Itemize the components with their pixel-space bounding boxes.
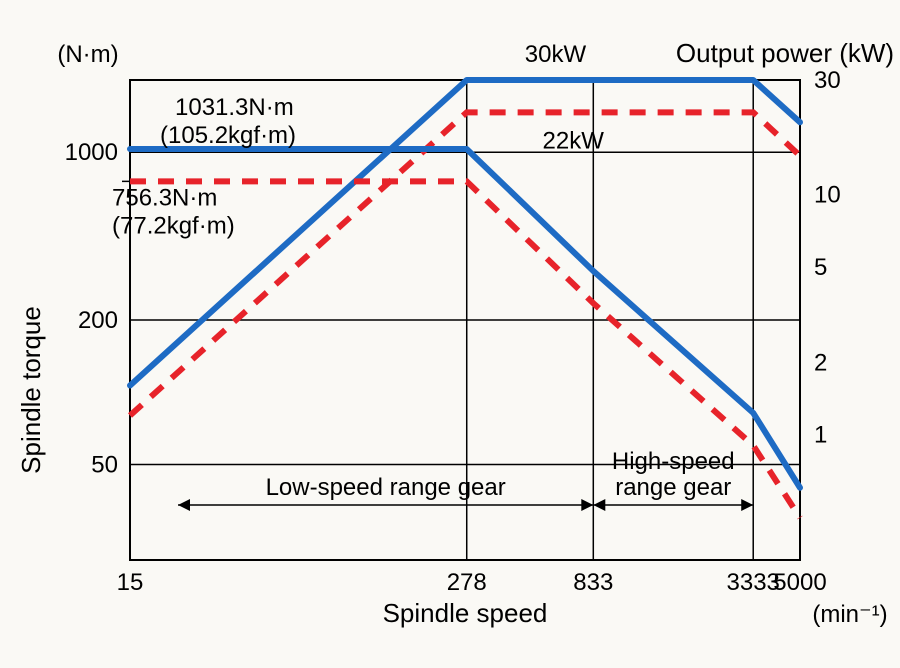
annotation-low-gear: Low-speed range gear — [266, 474, 506, 501]
x-tick-label: 833 — [573, 569, 613, 596]
y-right-axis-label: Output power (kW) — [676, 38, 894, 68]
y-right-tick-label: 10 — [814, 182, 841, 209]
annotation-high-gear-line1: High-speed — [612, 448, 735, 475]
x-tick-label: 3333 — [727, 569, 780, 596]
y-right-tick-label: 2 — [814, 349, 827, 376]
chart-svg: 1527883333335000Spindle speed(min⁻¹)5020… — [0, 0, 900, 668]
annotation-1031-line1: 1031.3N·m — [175, 94, 294, 121]
x-tick-label: 5000 — [773, 569, 826, 596]
annotation-756-line1: 756.3N·m — [112, 184, 217, 211]
y-left-tick-label: 200 — [78, 307, 118, 334]
annotation-756-line2: (77.2kgf·m) — [112, 212, 235, 239]
x-axis-label: Spindle speed — [383, 598, 548, 628]
x-tick-label: 278 — [447, 569, 487, 596]
y-right-tick-label: 5 — [814, 254, 827, 281]
annotation-22kw: 22kW — [543, 127, 605, 154]
annotation-1031-line2: (105.2kgf·m) — [160, 122, 296, 149]
y-right-tick-label: 1 — [814, 422, 827, 449]
y-left-tick-label: 50 — [91, 451, 118, 478]
spindle-chart: 1527883333335000Spindle speed(min⁻¹)5020… — [0, 0, 900, 668]
x-tick-label: 15 — [117, 569, 144, 596]
y-right-tick-label: 30 — [814, 67, 841, 94]
annotation-high-gear-line2: range gear — [615, 474, 731, 501]
y-left-unit: (N·m) — [57, 41, 118, 68]
annotation-30kw: 30kW — [525, 41, 587, 68]
y-left-tick-label: 1000 — [65, 139, 118, 166]
x-axis-unit: (min⁻¹) — [812, 601, 887, 628]
y-left-axis-label: Spindle torque — [16, 306, 46, 474]
